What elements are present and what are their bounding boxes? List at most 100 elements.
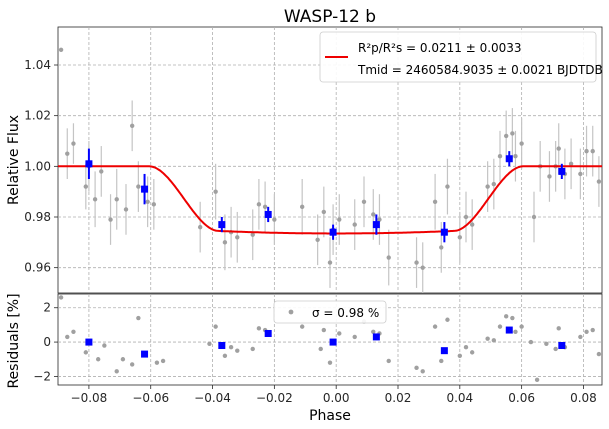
light-curve-raw-points bbox=[58, 47, 602, 293]
binned-point bbox=[372, 221, 380, 229]
y-tick-label: 0 bbox=[43, 335, 51, 349]
residual-point bbox=[596, 351, 602, 357]
residual-point bbox=[513, 329, 518, 334]
raw-point bbox=[513, 154, 518, 159]
raw-point bbox=[65, 151, 70, 156]
raw-point bbox=[315, 237, 320, 242]
residual-point bbox=[485, 336, 490, 341]
raw-point bbox=[556, 146, 561, 151]
y-tick-label: 1.00 bbox=[24, 159, 51, 173]
raw-point bbox=[272, 217, 277, 222]
residual-point bbox=[420, 369, 425, 374]
binned-point bbox=[141, 185, 149, 193]
raw-point bbox=[71, 141, 76, 146]
phase-x-label: Phase bbox=[309, 408, 351, 424]
residual-point bbox=[95, 357, 101, 362]
light-curve-y-label: Relative Flux bbox=[6, 115, 22, 205]
raw-point bbox=[108, 217, 113, 222]
raw-point bbox=[584, 148, 589, 154]
residual-point bbox=[250, 346, 255, 352]
sigma-legend-swatch bbox=[288, 309, 294, 315]
x-tick-label: 0.02 bbox=[385, 391, 412, 405]
residual-point bbox=[556, 326, 561, 331]
binned-residual-point bbox=[85, 338, 93, 346]
raw-point bbox=[83, 184, 89, 189]
x-tick-label: 0.08 bbox=[570, 391, 597, 405]
residuals-y-label: Residuals [%] bbox=[6, 293, 22, 388]
raw-point bbox=[469, 222, 475, 227]
x-tick-label: −0.04 bbox=[194, 391, 231, 405]
raw-point bbox=[547, 174, 552, 179]
binned-point bbox=[218, 221, 226, 229]
residual-point bbox=[544, 341, 549, 346]
residual-point bbox=[497, 324, 503, 329]
raw-point bbox=[568, 161, 574, 166]
residual-point bbox=[414, 365, 419, 371]
residuals-binned-points bbox=[85, 326, 566, 358]
binned-residual-point bbox=[218, 342, 226, 350]
residual-point bbox=[129, 362, 135, 367]
binned-point bbox=[440, 228, 448, 236]
residual-point bbox=[584, 329, 589, 334]
residual-point bbox=[371, 329, 376, 334]
raw-point bbox=[197, 224, 203, 230]
residual-point bbox=[65, 334, 70, 340]
residual-point bbox=[58, 295, 64, 300]
residual-point bbox=[235, 348, 240, 353]
sigma-legend-text: σ = 0.98 % bbox=[312, 306, 379, 320]
residual-point bbox=[469, 350, 475, 355]
raw-point bbox=[519, 141, 524, 146]
binned-point bbox=[558, 167, 566, 175]
raw-point bbox=[92, 197, 98, 202]
y-tick-label: 2 bbox=[43, 301, 51, 315]
binned-point bbox=[329, 228, 337, 236]
raw-point bbox=[420, 265, 425, 270]
residual-point bbox=[207, 341, 212, 346]
binned-point bbox=[505, 155, 513, 163]
raw-point bbox=[485, 184, 490, 189]
x-tick-label: −0.02 bbox=[256, 391, 293, 405]
y-tick-label: 0.98 bbox=[24, 210, 51, 224]
residual-point bbox=[114, 369, 119, 374]
raw-point bbox=[327, 260, 333, 265]
binned-point bbox=[85, 160, 93, 168]
residual-point bbox=[463, 345, 469, 350]
raw-point bbox=[596, 179, 602, 184]
binned-residual-point bbox=[141, 350, 149, 358]
residual-point bbox=[222, 353, 228, 359]
raw-point bbox=[321, 209, 327, 215]
raw-point bbox=[99, 169, 104, 174]
residual-point bbox=[327, 360, 333, 365]
y-tick-label: 1.04 bbox=[24, 58, 51, 72]
binned-residual-point bbox=[329, 338, 337, 346]
raw-point bbox=[129, 123, 135, 128]
residual-point bbox=[83, 350, 89, 355]
residual-point bbox=[318, 346, 323, 352]
residual-point bbox=[553, 346, 558, 352]
binned-residual-point bbox=[440, 347, 448, 355]
raw-point bbox=[445, 184, 450, 189]
residuals-legend: σ = 0.98 % bbox=[273, 300, 387, 324]
x-tick-label: 0.06 bbox=[508, 391, 535, 405]
residuals-raw-points bbox=[58, 295, 602, 383]
raw-point bbox=[58, 47, 64, 52]
residual-point bbox=[160, 358, 166, 364]
residuals-y-ticks: −2 0 2 bbox=[33, 301, 58, 383]
raw-point bbox=[497, 154, 503, 159]
raw-point bbox=[361, 199, 367, 204]
binned-residual-point bbox=[505, 326, 513, 334]
residual-point bbox=[590, 327, 595, 333]
legend-depth-text: R²p/R²s = 0.0211 ± 0.0033 bbox=[358, 41, 522, 55]
raw-point bbox=[432, 199, 438, 204]
raw-point bbox=[213, 189, 218, 194]
residual-point bbox=[299, 324, 305, 329]
residual-point bbox=[445, 317, 450, 322]
residual-point bbox=[120, 357, 126, 362]
raw-point bbox=[590, 148, 595, 154]
raw-point bbox=[386, 255, 391, 260]
x-tick-label: 0.00 bbox=[323, 391, 350, 405]
light-curve-legend: R²p/R²s = 0.0211 ± 0.0033 Tmid = 2460584… bbox=[319, 31, 603, 83]
raw-point bbox=[377, 217, 382, 222]
raw-point bbox=[503, 133, 509, 139]
legend-box bbox=[319, 31, 597, 83]
